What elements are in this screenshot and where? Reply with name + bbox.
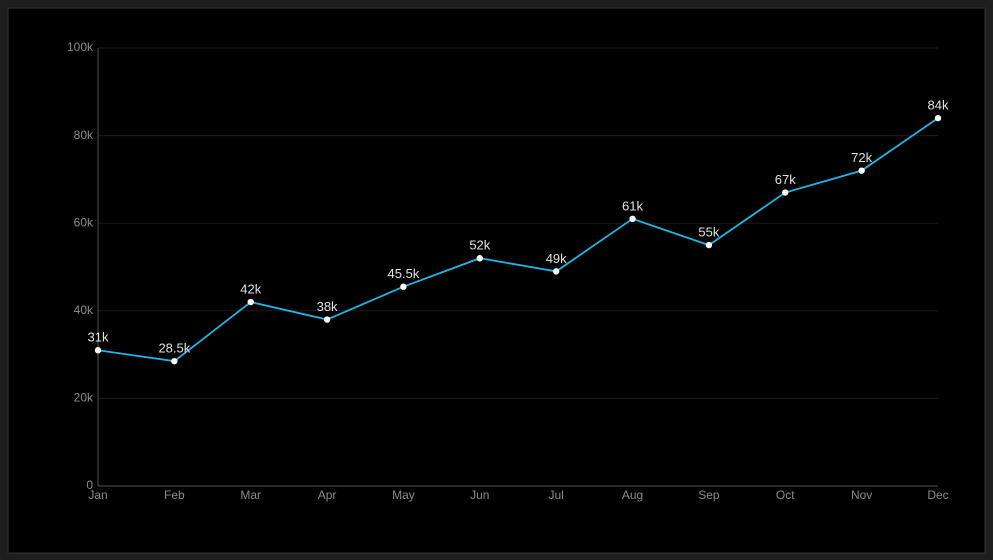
x-tick-label: Jul	[549, 488, 564, 502]
value-label: 84k	[928, 98, 949, 113]
value-label: 45.5k	[388, 266, 420, 281]
data-point	[552, 268, 560, 275]
value-label: 38k	[317, 299, 338, 314]
value-label: 72k	[851, 150, 872, 165]
data-point	[94, 347, 102, 354]
data-point	[782, 189, 789, 196]
x-tick-label: Jun	[470, 488, 489, 502]
x-tick-label: May	[392, 488, 415, 502]
x-tick-label: Aug	[622, 488, 643, 502]
value-label: 28.5k	[158, 341, 190, 356]
value-label: 49k	[546, 251, 567, 266]
chart-panel	[7, 7, 986, 554]
value-label: 55k	[698, 225, 719, 240]
data-point	[247, 298, 254, 306]
data-point	[400, 283, 407, 290]
data-point	[934, 114, 942, 122]
data-point	[629, 215, 636, 223]
x-tick-label: Oct	[776, 488, 795, 502]
y-tick-label: 20k	[74, 391, 94, 405]
y-tick-label: 80k	[74, 128, 94, 142]
data-point	[171, 357, 178, 365]
data-point	[323, 316, 331, 323]
data-point	[858, 167, 865, 174]
data-point	[705, 241, 713, 249]
value-label: 52k	[469, 238, 490, 253]
y-tick-label: 60k	[74, 215, 94, 229]
y-tick-label: 0	[86, 478, 93, 492]
value-label: 67k	[775, 172, 796, 187]
value-label: 61k	[622, 198, 643, 213]
x-tick-label: Feb	[164, 488, 185, 502]
x-tick-label: Mar	[240, 488, 261, 502]
x-tick-label: Dec	[927, 488, 948, 502]
x-tick-label: Nov	[851, 488, 872, 502]
x-tick-label: Sep	[698, 488, 720, 502]
value-label: 42k	[240, 281, 261, 296]
value-label: 31k	[88, 330, 109, 345]
x-tick-label: Jan	[88, 488, 107, 502]
y-tick-label: 40k	[74, 303, 94, 317]
y-tick-label: 100k	[67, 40, 94, 54]
x-tick-label: Apr	[318, 488, 337, 502]
data-line	[97, 117, 939, 363]
data-point	[476, 255, 484, 262]
